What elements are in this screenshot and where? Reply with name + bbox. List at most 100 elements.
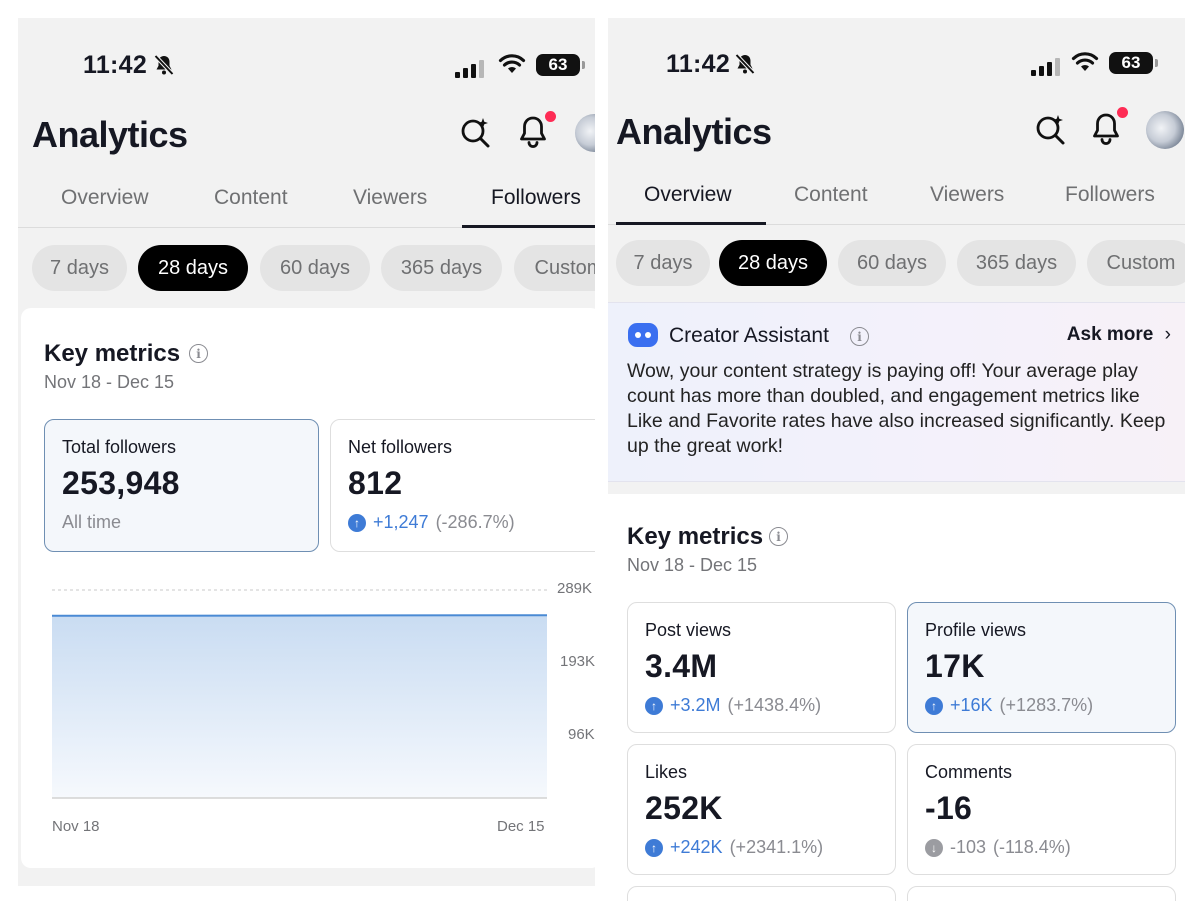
period-chip-custom[interactable]: Custom — [514, 245, 595, 291]
metric-value: 812 — [348, 465, 403, 501]
metric-card-net-followers[interactable]: Net followers 812 ↑ +1,247 (-286.7%) — [330, 419, 595, 552]
info-icon[interactable]: i — [769, 527, 788, 546]
notification-badge — [545, 111, 556, 122]
info-icon[interactable]: i — [850, 327, 869, 346]
y-tick-label-289k: 289K — [557, 580, 593, 597]
tab-viewers[interactable]: Viewers — [353, 186, 428, 209]
period-chip-365-days[interactable]: 365 days — [957, 240, 1076, 286]
tab-content[interactable]: Content — [794, 183, 868, 206]
metric-card-post-views[interactable]: Post views 3.4M ↑ +3.2M (+1438.4%) — [627, 602, 896, 733]
tab-followers[interactable]: Followers — [491, 186, 581, 209]
metric-card-partial[interactable] — [907, 886, 1176, 901]
metric-value: 17K — [925, 648, 985, 684]
tab-content[interactable]: Content — [214, 186, 288, 209]
creator-assistant-panel: Creator Assistant i Ask more › Wow, your… — [608, 302, 1185, 482]
page-title: Analytics — [616, 111, 772, 152]
date-range: Nov 18 - Dec 15 — [627, 555, 758, 575]
analytics-tabs: Overview Content Viewers Followers — [18, 186, 595, 228]
cellular-signal-icon — [1031, 58, 1060, 76]
status-time: 11:42 — [83, 51, 148, 79]
change-value: +242K — [670, 837, 723, 857]
change-percent: (+2341.1%) — [729, 837, 824, 857]
metric-card-comments[interactable]: Comments -16 ↓ -103 (-118.4%) — [907, 744, 1176, 875]
avatar[interactable] — [1146, 111, 1184, 149]
arrow-up-icon: ↑ — [645, 838, 663, 857]
bell-muted-icon — [735, 53, 755, 75]
status-bar: 11:42 63 — [18, 18, 595, 108]
period-chip-custom[interactable]: Custom — [1087, 240, 1185, 286]
key-metrics-card: Key metrics i Nov 18 - Dec 15 Total foll… — [21, 308, 595, 868]
cellular-signal-icon — [455, 60, 484, 78]
change-percent: (-286.7%) — [435, 512, 515, 532]
metric-label: Comments — [925, 762, 1013, 782]
metric-card-partial[interactable] — [627, 886, 896, 901]
metric-card-profile-views[interactable]: Profile views 17K ↑ +16K (+1283.7%) — [907, 602, 1176, 733]
arrow-up-icon: ↑ — [348, 513, 366, 532]
arrow-down-icon: ↓ — [925, 838, 943, 857]
ask-more-link[interactable]: Ask more › — [1067, 324, 1171, 346]
notifications-icon[interactable] — [1089, 111, 1123, 145]
tab-viewers[interactable]: Viewers — [930, 183, 1005, 206]
metric-value: 3.4M — [645, 648, 718, 684]
metric-subtext: All time — [62, 512, 122, 532]
active-tab-indicator — [462, 225, 595, 228]
ai-search-icon[interactable] — [1033, 112, 1067, 146]
period-chip-60-days[interactable]: 60 days — [838, 240, 946, 286]
period-chip-60-days[interactable]: 60 days — [260, 245, 370, 291]
metric-value: -16 — [925, 790, 973, 826]
metric-card-likes[interactable]: Likes 252K ↑ +242K (+2341.1%) — [627, 744, 896, 875]
chevron-right-icon: › — [1164, 324, 1171, 345]
tab-overview[interactable]: Overview — [61, 186, 149, 209]
key-metrics-card: Key metrics i Nov 18 - Dec 15 Post views… — [608, 494, 1185, 901]
arrow-up-icon: ↑ — [925, 696, 943, 715]
wifi-icon — [498, 54, 526, 73]
y-tick-label-96k: 96K — [568, 726, 595, 743]
metric-label: Post views — [645, 620, 732, 640]
battery-indicator: 63 — [536, 54, 585, 76]
avatar[interactable] — [575, 114, 595, 152]
metric-label: Profile views — [925, 620, 1027, 640]
x-tick-label-start: Nov 18 — [52, 818, 100, 835]
period-chip-365-days[interactable]: 365 days — [381, 245, 502, 291]
ai-search-icon[interactable] — [458, 115, 492, 149]
followers-area-chart — [52, 589, 547, 799]
metric-card-total-followers[interactable]: Total followers 253,948 All time — [44, 419, 319, 552]
period-chip-28-days[interactable]: 28 days — [138, 245, 248, 291]
analytics-tabs: Overview Content Viewers Followers — [608, 183, 1185, 225]
x-tick-label-end: Dec 15 — [497, 818, 545, 835]
metric-change: ↑ +16K (+1283.7%) — [925, 695, 1093, 716]
bell-muted-icon — [154, 54, 174, 76]
change-percent: (+1283.7%) — [999, 695, 1094, 715]
period-chip-7-days[interactable]: 7 days — [616, 240, 710, 286]
change-value: +3.2M — [670, 695, 721, 715]
metric-change: ↑ +242K (+2341.1%) — [645, 837, 823, 858]
metric-label: Total followers — [62, 437, 177, 457]
status-bar: 11:42 63 — [608, 18, 1185, 108]
metric-change: ↓ -103 (-118.4%) — [925, 837, 1071, 858]
arrow-up-icon: ↑ — [645, 696, 663, 715]
creator-assistant-title: Creator Assistant — [669, 324, 829, 347]
period-chip-28-days[interactable]: 28 days — [719, 240, 827, 286]
key-metrics-title: Key metrics — [627, 523, 764, 550]
metric-change: ↑ +1,247 (-286.7%) — [348, 512, 515, 533]
tab-overview[interactable]: Overview — [644, 183, 732, 206]
date-range: Nov 18 - Dec 15 — [44, 372, 175, 392]
tab-followers[interactable]: Followers — [1065, 183, 1155, 206]
metric-label: Likes — [645, 762, 688, 782]
info-icon[interactable]: i — [189, 344, 208, 363]
battery-indicator: 63 — [1109, 52, 1158, 74]
ask-more-label: Ask more — [1066, 324, 1154, 345]
metric-value: 252K — [645, 790, 723, 826]
creator-assistant-logo-icon — [628, 323, 658, 347]
followers-area — [52, 615, 547, 798]
metric-value: 253,948 — [62, 465, 180, 501]
page-title: Analytics — [32, 114, 188, 155]
followers-series-line — [52, 614, 547, 617]
active-tab-indicator — [616, 222, 766, 225]
change-value: +16K — [950, 695, 993, 715]
change-percent: (+1438.4%) — [727, 695, 822, 715]
period-chip-7-days[interactable]: 7 days — [32, 245, 127, 291]
notifications-icon[interactable] — [516, 114, 550, 148]
change-value: -103 — [950, 837, 987, 857]
y-tick-label-193k: 193K — [560, 653, 595, 670]
